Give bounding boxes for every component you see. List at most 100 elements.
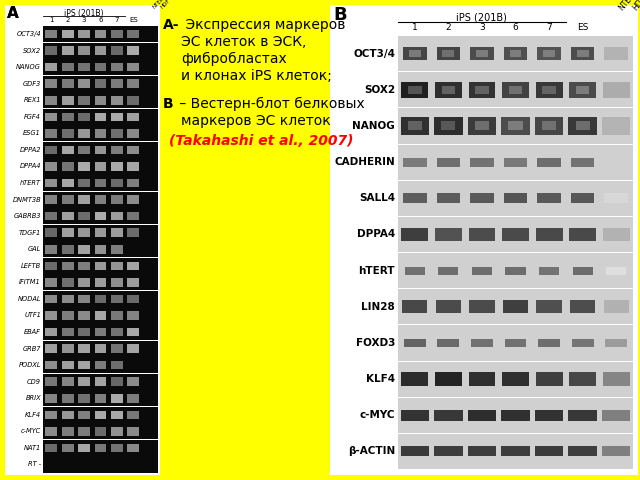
Text: β-ACTIN: β-ACTIN xyxy=(348,446,395,456)
Bar xyxy=(111,228,123,237)
Bar xyxy=(61,228,74,237)
Bar xyxy=(127,112,140,121)
Bar xyxy=(408,121,422,131)
Bar xyxy=(111,444,123,452)
Text: 1: 1 xyxy=(49,17,54,23)
Bar xyxy=(542,86,556,94)
Bar xyxy=(95,245,106,253)
Bar xyxy=(78,96,90,105)
Text: SOX2: SOX2 xyxy=(364,85,395,95)
Bar xyxy=(509,86,522,94)
Bar xyxy=(78,394,90,403)
Bar xyxy=(535,410,563,420)
Bar xyxy=(43,142,158,158)
Bar xyxy=(95,79,106,88)
Bar xyxy=(509,50,522,57)
Bar xyxy=(78,195,90,204)
Bar xyxy=(571,193,595,204)
Bar xyxy=(127,410,140,419)
Bar xyxy=(78,295,90,303)
Bar xyxy=(43,241,158,257)
Bar xyxy=(95,63,106,72)
Bar xyxy=(398,325,633,360)
Bar xyxy=(436,300,461,313)
Bar xyxy=(61,394,74,403)
Bar xyxy=(568,410,597,420)
Bar xyxy=(61,212,74,220)
Text: BRIX: BRIX xyxy=(26,395,41,401)
Bar xyxy=(61,179,74,187)
Bar xyxy=(111,145,123,154)
Bar xyxy=(436,157,460,167)
Bar xyxy=(45,179,57,187)
Bar xyxy=(95,394,106,403)
Text: NTERA-2
HDF: NTERA-2 HDF xyxy=(617,0,640,19)
Bar xyxy=(575,121,590,131)
Text: KLF4: KLF4 xyxy=(25,412,41,418)
Text: hTERT: hTERT xyxy=(20,180,41,186)
Bar xyxy=(111,129,123,138)
Bar xyxy=(111,361,123,370)
Bar xyxy=(61,112,74,121)
Bar xyxy=(111,311,123,320)
Bar xyxy=(476,50,488,57)
Bar xyxy=(45,427,57,436)
Bar xyxy=(45,46,57,55)
Bar xyxy=(438,266,458,275)
Bar xyxy=(61,245,74,253)
Text: (Takahashi et al., 2007): (Takahashi et al., 2007) xyxy=(169,134,353,148)
Bar xyxy=(95,295,106,303)
Bar xyxy=(408,121,422,131)
Bar xyxy=(43,373,158,390)
Bar xyxy=(95,129,106,138)
Bar xyxy=(61,46,74,55)
Bar xyxy=(43,208,158,224)
Text: NODAL: NODAL xyxy=(17,296,41,302)
Bar xyxy=(111,30,123,38)
Text: ESG1: ESG1 xyxy=(23,131,41,136)
Bar xyxy=(95,278,106,287)
Bar xyxy=(501,410,530,420)
Text: c-MYC: c-MYC xyxy=(360,410,395,420)
Text: 2: 2 xyxy=(445,23,451,32)
Bar xyxy=(95,228,106,237)
Bar xyxy=(398,361,633,396)
Bar xyxy=(509,86,522,94)
Bar xyxy=(536,228,563,241)
Bar xyxy=(470,193,493,204)
Text: B: B xyxy=(333,6,347,24)
Bar xyxy=(61,278,74,287)
Bar xyxy=(602,446,630,456)
Text: hTERT: hTERT xyxy=(358,265,395,276)
Bar xyxy=(398,217,633,252)
Bar xyxy=(95,311,106,320)
Bar xyxy=(398,253,633,288)
Bar xyxy=(403,47,426,60)
Bar xyxy=(45,30,57,38)
Bar xyxy=(571,47,595,60)
Bar xyxy=(471,339,493,347)
Bar xyxy=(602,117,630,135)
Bar xyxy=(508,121,523,131)
Bar xyxy=(501,446,530,456)
Bar xyxy=(95,96,106,105)
Text: ES: ES xyxy=(577,23,588,32)
Text: 7: 7 xyxy=(546,23,552,32)
Bar xyxy=(61,328,74,336)
Bar xyxy=(61,427,74,436)
Text: и клонах iPS клеток;: и клонах iPS клеток; xyxy=(181,69,332,83)
Bar xyxy=(45,145,57,154)
Bar xyxy=(61,361,74,370)
Bar xyxy=(603,372,630,386)
Bar xyxy=(61,377,74,386)
Bar xyxy=(45,212,57,220)
Bar xyxy=(43,291,158,307)
Text: REX1: REX1 xyxy=(24,97,41,103)
Bar xyxy=(127,79,140,88)
Text: FOXD3: FOXD3 xyxy=(356,338,395,348)
Bar xyxy=(509,50,522,57)
Bar xyxy=(506,266,525,275)
Bar xyxy=(127,46,140,55)
Bar xyxy=(111,46,123,55)
Bar xyxy=(127,145,140,154)
